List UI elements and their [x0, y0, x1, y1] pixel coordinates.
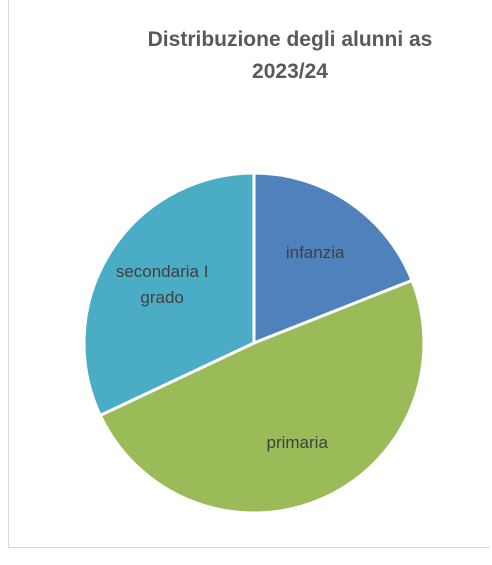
pie-slice [82, 171, 256, 418]
chart-title: Distribuzione degli alunni as 2023/24 [147, 28, 433, 83]
slice-label: primaria [266, 432, 328, 452]
slice-label: infanzia [285, 243, 345, 262]
pie-slice [98, 278, 426, 515]
chart-frame [8, 0, 490, 548]
slice-label: secondaria I grado [115, 261, 209, 307]
pie-slice [252, 171, 415, 346]
